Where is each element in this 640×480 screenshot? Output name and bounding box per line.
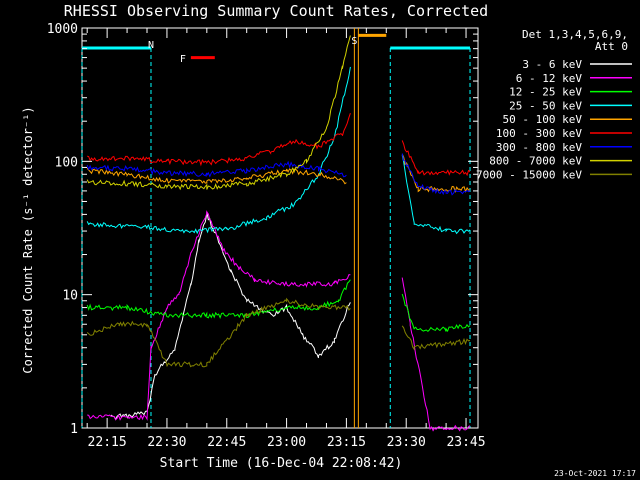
- series-line-8: [86, 297, 471, 368]
- legend-label-8: 7000 - 15000 keV: [476, 168, 582, 181]
- series-line-6: [86, 153, 471, 196]
- x-axis-label: Start Time (16-Dec-04 22:08:42): [160, 456, 403, 471]
- x-tick-label-1: 22:30: [147, 435, 186, 450]
- y-tick-label-2: 100: [55, 155, 78, 170]
- legend-label-1: 6 - 12 keV: [516, 72, 583, 85]
- series-line-5: [87, 113, 471, 177]
- series-line-2: [86, 279, 471, 333]
- legend-header-0: Det 1,3,4,5,6,9,: [522, 28, 628, 41]
- series-line-0: [110, 211, 351, 421]
- annotation-n-label: N: [148, 40, 154, 51]
- x-tick-label-6: 23:45: [446, 435, 485, 450]
- axes: 1 10 100 1000 22:15 22:30 22:45 23:00 23:15 23:30…: [47, 22, 486, 450]
- legend-label-2: 12 - 25 keV: [509, 86, 582, 99]
- legend-label-5: 100 - 300 keV: [496, 127, 582, 140]
- legend-label-4: 50 - 100 keV: [503, 113, 583, 126]
- y-tick-label-1: 10: [62, 289, 78, 304]
- y-tick-label-0: 1: [70, 422, 78, 437]
- plot-area: [81, 27, 479, 429]
- annotation-s-label: S: [351, 36, 357, 47]
- y-tick-label-3: 1000: [47, 22, 78, 37]
- y-axis-label: Corrected Count Rate (s⁻¹ detector⁻¹): [21, 106, 35, 373]
- plot-frame: [81, 27, 479, 429]
- legend-label-3: 25 - 50 keV: [509, 99, 582, 112]
- annotation-f-label: F: [180, 54, 186, 65]
- chart-title: RHESSI Observing Summary Count Rates, Co…: [64, 2, 488, 20]
- observing-annotations: N F S: [81, 28, 471, 428]
- timestamp-footer: 23-Oct-2021 17:17: [554, 469, 636, 478]
- series-line-7: [86, 35, 351, 191]
- x-tick-label-3: 23:00: [267, 435, 306, 450]
- x-tick-label-5: 23:30: [387, 435, 426, 450]
- legend-label-7: 800 - 7000 keV: [489, 155, 582, 168]
- x-tick-label-4: 23:15: [327, 435, 366, 450]
- legend-label-6: 300 - 800 keV: [496, 141, 582, 154]
- series-lines: [86, 35, 471, 432]
- x-tick-label-0: 22:15: [88, 435, 127, 450]
- series-line-3: [86, 66, 471, 235]
- x-tick-label-2: 22:45: [207, 435, 246, 450]
- legend-header-1: Att 0: [595, 40, 628, 53]
- series-line-1: [87, 210, 471, 432]
- legend-label-0: 3 - 6 keV: [522, 58, 582, 71]
